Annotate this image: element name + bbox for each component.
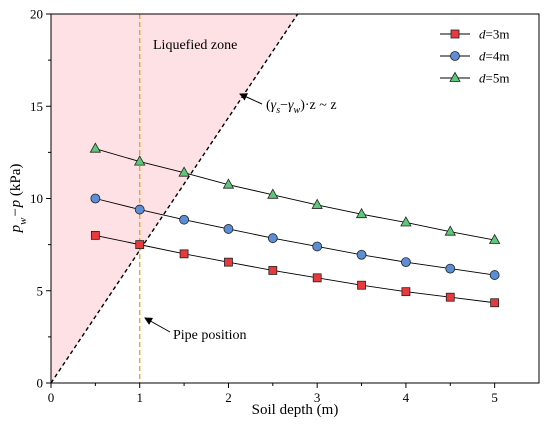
legend-item-3: d=5m xyxy=(440,71,509,86)
y-tick-label: 5 xyxy=(37,283,44,298)
data-point-s3-8 xyxy=(400,216,412,227)
series-layer xyxy=(89,142,501,308)
data-point-s2-1 xyxy=(90,193,101,204)
data-point-s1-5 xyxy=(268,266,278,275)
series-line-1 xyxy=(95,234,495,304)
pipe-position-arrow xyxy=(144,317,171,333)
series-1 xyxy=(90,230,500,308)
series-3 xyxy=(89,142,501,244)
x-axis-ticks: 0 1 2 3 4 5 xyxy=(48,383,498,405)
data-point-s3-9 xyxy=(444,225,456,236)
data-point-s2-2 xyxy=(134,204,145,215)
data-point-s2-7 xyxy=(356,249,367,260)
legend-marker-2 xyxy=(450,51,460,61)
data-point-s1-1 xyxy=(90,230,100,240)
series-line-2 xyxy=(95,198,495,276)
data-point-s1-4 xyxy=(224,257,233,267)
data-point-s2-8 xyxy=(401,257,411,268)
data-point-s2-5 xyxy=(267,233,278,244)
y-tick-label: 15 xyxy=(30,99,43,114)
data-point-s1-7 xyxy=(357,280,366,290)
data-point-s3-7 xyxy=(355,207,368,219)
pipe-position-label: Pipe position xyxy=(173,328,247,343)
x-tick-label: 2 xyxy=(225,390,232,405)
data-point-s1-6 xyxy=(312,273,322,283)
data-point-s1-9 xyxy=(445,292,455,302)
data-point-s3-5 xyxy=(267,188,279,199)
data-point-s1-10 xyxy=(490,298,500,308)
data-point-s2-4 xyxy=(223,224,234,234)
data-point-s1-2 xyxy=(135,240,145,250)
x-tick-label: 4 xyxy=(403,390,410,405)
x-tick-label: 1 xyxy=(136,390,143,405)
liquefaction-boundary-line xyxy=(50,13,299,384)
legend-item-1: d=3m xyxy=(440,27,509,42)
y-tick-label: 10 xyxy=(30,191,43,206)
data-point-s1-3 xyxy=(179,249,189,259)
y-axis-ticks: 0 5 10 15 20 xyxy=(30,7,51,391)
x-tick-label: 5 xyxy=(491,390,498,405)
boundary-formula-label: (γs−γw)·z ~ z xyxy=(266,98,337,116)
data-point-s3-4 xyxy=(222,178,235,189)
data-point-s3-6 xyxy=(311,198,323,209)
data-point-s3-3 xyxy=(178,166,190,177)
liquefied-zone-label: Liquefied zone xyxy=(153,38,237,53)
y-axis-title: pw−p (kPa) xyxy=(8,164,29,234)
x-tick-label: 0 xyxy=(48,390,55,405)
legend: d=3m d=4m d=5m xyxy=(440,27,509,86)
data-point-s3-10 xyxy=(488,233,501,244)
x-tick-label: 3 xyxy=(314,390,321,405)
legend-item-2: d=4m xyxy=(440,49,509,64)
data-point-s2-10 xyxy=(489,270,500,280)
data-point-s3-1 xyxy=(89,142,102,153)
data-point-s3-2 xyxy=(134,155,146,166)
legend-label-3: d=5m xyxy=(479,71,509,86)
boundary-label-arrow xyxy=(239,93,263,105)
data-point-s2-3 xyxy=(179,214,189,225)
x-axis-title: Soil depth (m) xyxy=(252,402,339,418)
legend-label-1: d=3m xyxy=(479,27,509,42)
data-point-s2-9 xyxy=(445,263,456,274)
series-2 xyxy=(90,193,500,280)
legend-label-2: d=4m xyxy=(479,49,509,64)
data-point-s2-6 xyxy=(312,241,323,252)
data-point-s1-8 xyxy=(401,287,411,297)
y-tick-label: 20 xyxy=(30,7,43,22)
series-line-3 xyxy=(95,148,495,241)
legend-marker-3 xyxy=(449,71,461,82)
y-tick-label: 0 xyxy=(37,376,44,391)
legend-marker-1 xyxy=(450,29,460,39)
